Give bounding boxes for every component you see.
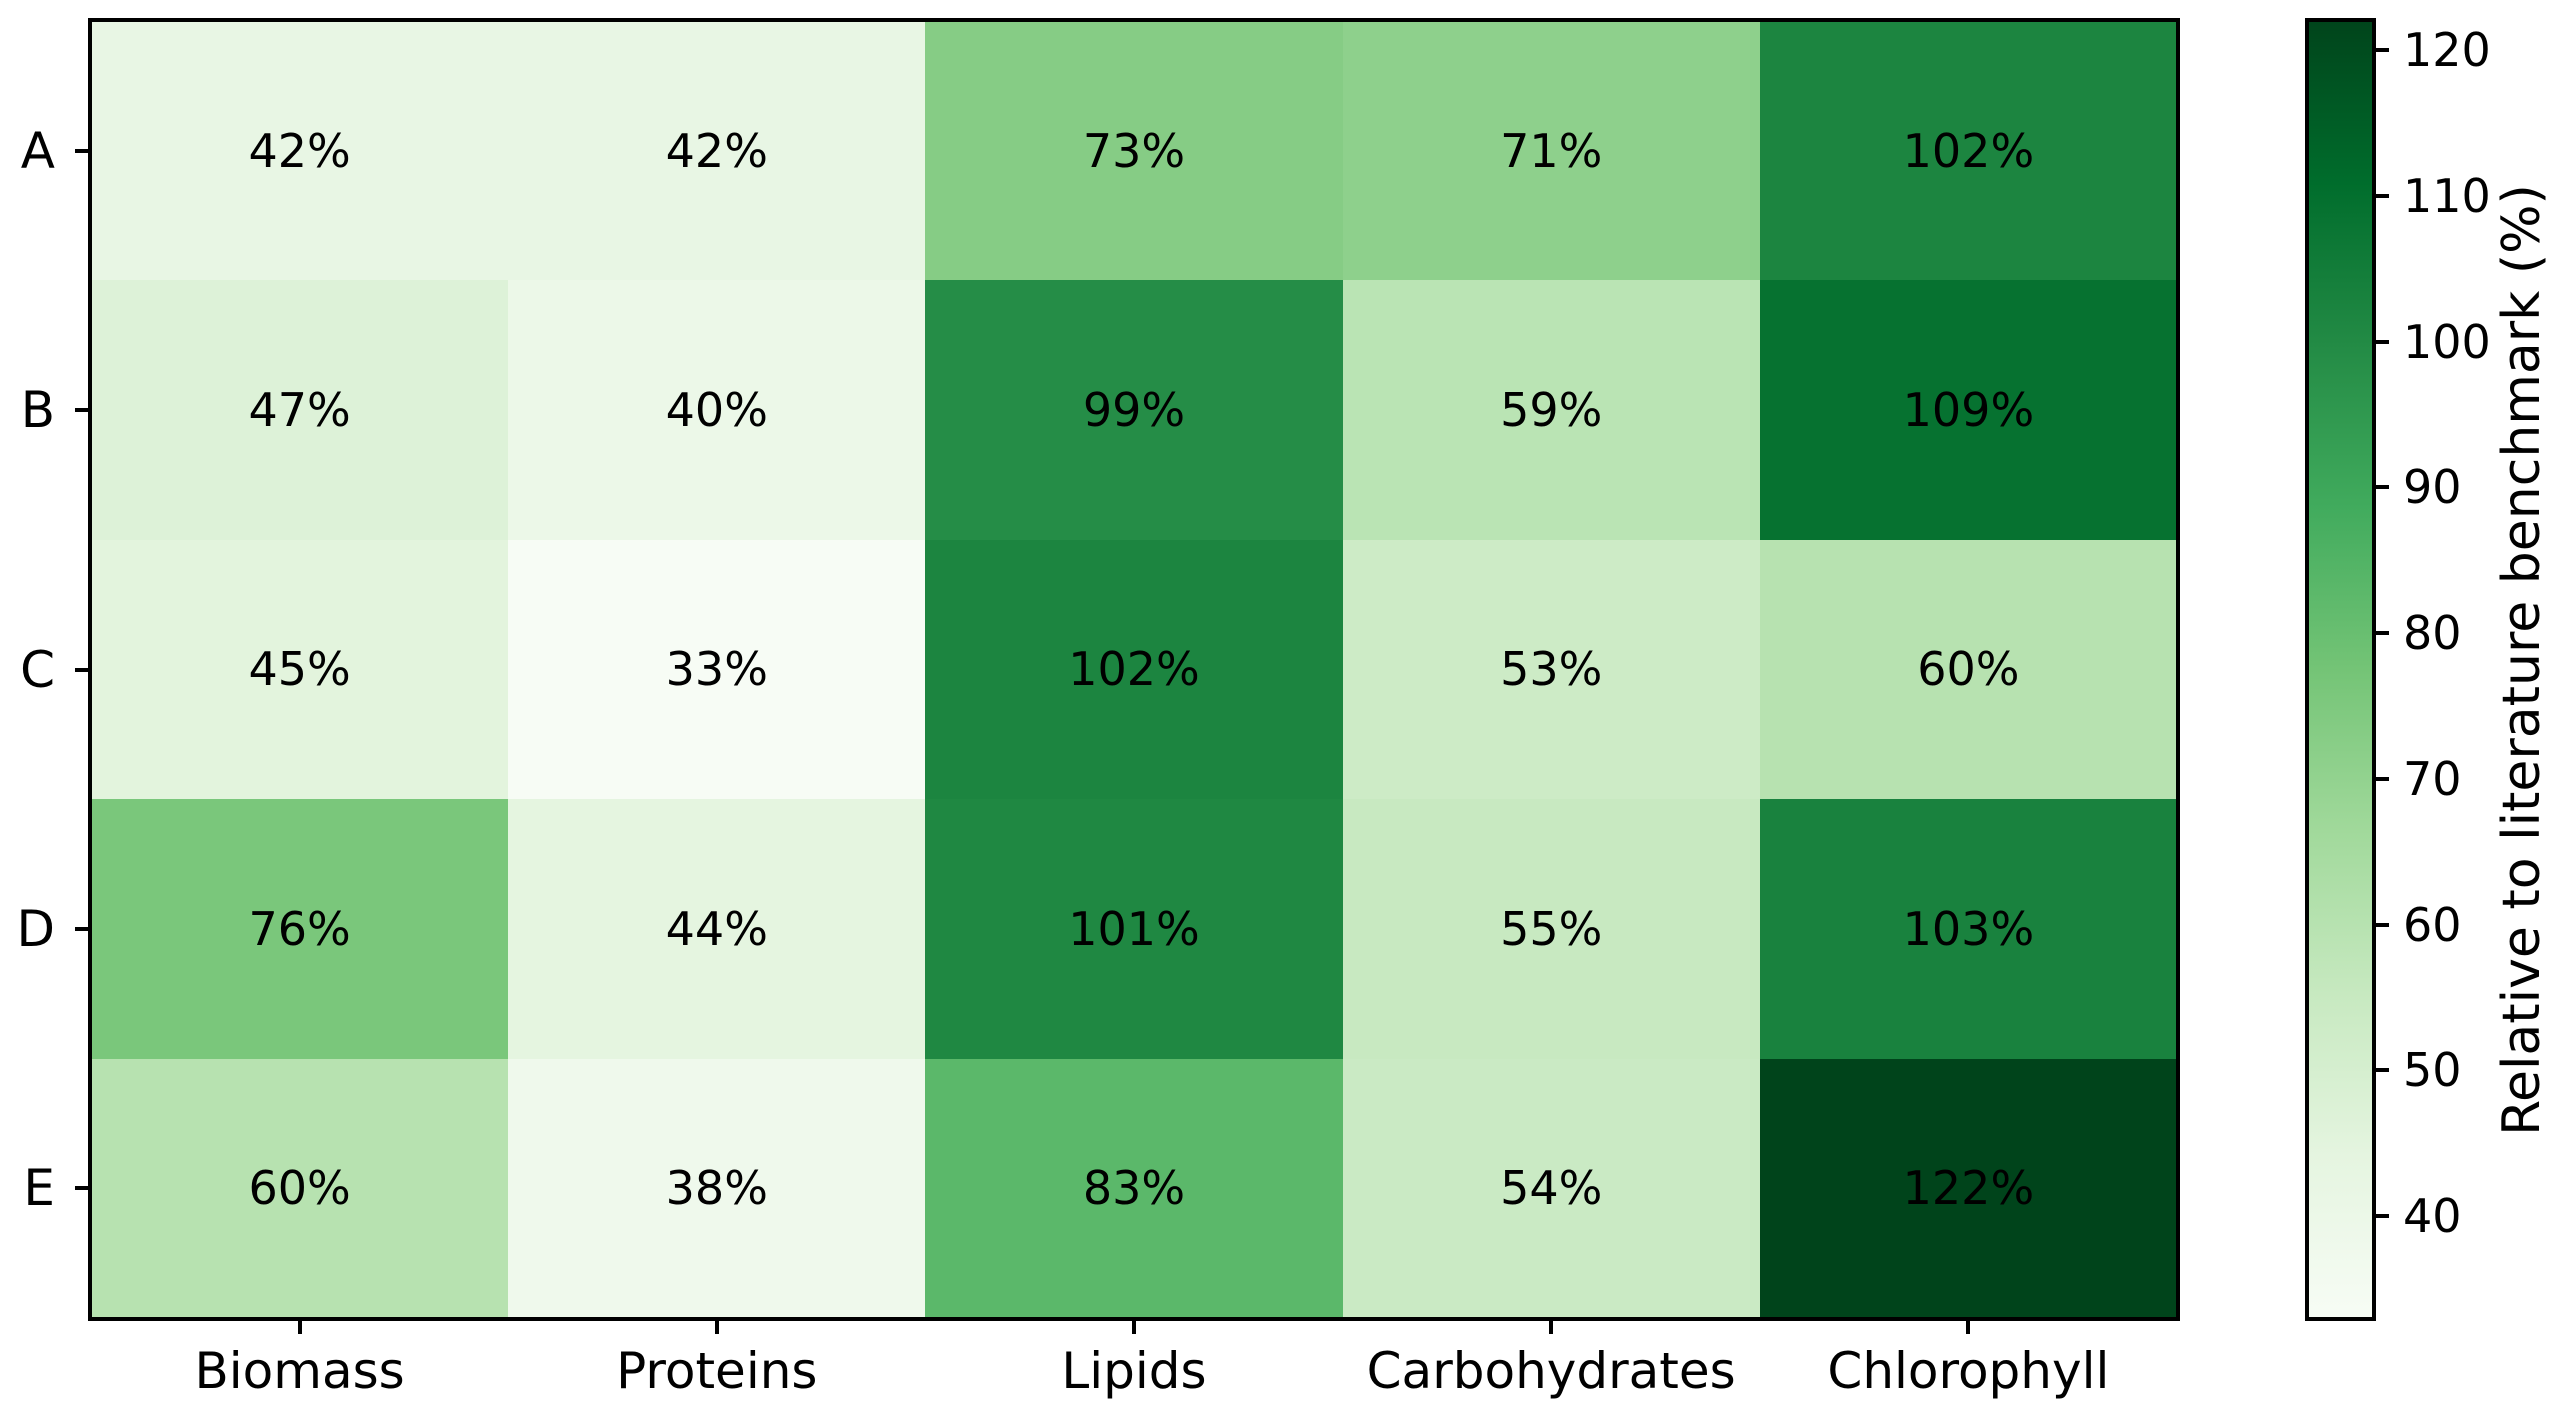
colorbar-tick-mark	[2373, 485, 2389, 490]
colorbar-tick-label-90: 90	[2403, 460, 2462, 515]
colorbar-tick-mark	[2373, 776, 2389, 781]
heatmap-cell-A-Lipids: 73%	[925, 21, 1343, 281]
heatmap-cell-B-Biomass: 47%	[91, 280, 509, 540]
x-tick-mark	[714, 1318, 719, 1334]
colorbar-tick-label-60: 60	[2403, 897, 2462, 952]
colorbar-tick-label-100: 100	[2403, 314, 2491, 369]
cell-value-label: 101%	[1068, 901, 1200, 956]
colorbar-tick-label-110: 110	[2403, 168, 2491, 223]
heatmap-cell-D-Carbohydrates: 55%	[1342, 799, 1760, 1059]
colorbar-tick-label-40: 40	[2403, 1188, 2462, 1243]
heatmap-cell-E-Proteins: 38%	[508, 1058, 926, 1318]
y-tick-mark	[75, 148, 91, 153]
x-tick-label-Lipids: Lipids	[1061, 1342, 1207, 1400]
y-tick-label-D: D	[16, 899, 55, 958]
cell-value-label: 73%	[1082, 123, 1186, 178]
x-tick-label-Carbohydrates: Carbohydrates	[1366, 1342, 1736, 1400]
cell-value-label: 103%	[1902, 901, 2035, 956]
heatmap-cell-B-Chlorophyll: 109%	[1759, 280, 2177, 540]
heatmap-cell-C-Carbohydrates: 53%	[1342, 539, 1760, 800]
heatmap-cell-D-Lipids: 101%	[925, 799, 1343, 1059]
colorbar-tick-label-50: 50	[2403, 1043, 2462, 1098]
heatmap-cell-E-Lipids: 83%	[925, 1058, 1343, 1318]
y-tick-mark	[75, 667, 91, 672]
cell-value-label: 55%	[1500, 901, 1603, 956]
y-tick-label-C: C	[20, 640, 55, 699]
heatmap-cell-B-Carbohydrates: 59%	[1342, 280, 1760, 540]
y-tick-label-E: E	[23, 1159, 55, 1218]
heatmap-cell-D-Proteins: 44%	[508, 799, 926, 1059]
cell-value-label: 45%	[248, 642, 351, 697]
colorbar-tick-mark	[2373, 339, 2389, 344]
x-tick-mark	[297, 1318, 302, 1334]
heatmap-grid: 42% 42% 73% 71% 102% 47% 40% 99% 59% 109% 45% 33% 10…	[91, 21, 2177, 1318]
heatmap-cell-E-Carbohydrates: 54%	[1342, 1058, 1760, 1318]
colorbar-tick-mark	[2373, 193, 2389, 198]
heatmap-cell-B-Proteins: 40%	[508, 280, 926, 540]
cell-value-label: 42%	[248, 123, 351, 178]
x-tick-label-Proteins: Proteins	[616, 1342, 818, 1400]
cell-value-label: 53%	[1500, 642, 1603, 697]
y-tick-mark	[75, 1186, 91, 1191]
colorbar-tick-label-120: 120	[2403, 23, 2491, 78]
colorbar-label: Relative to literature benchmark (%)	[2492, 184, 2552, 1136]
colorbar-tick-mark	[2373, 1068, 2389, 1073]
cell-value-label: 122%	[1902, 1161, 2035, 1216]
heatmap-cell-C-Proteins: 33%	[508, 539, 926, 800]
y-tick-mark	[75, 408, 91, 413]
colorbar-tick-mark	[2373, 631, 2389, 636]
heatmap-cell-C-Chlorophyll: 60%	[1759, 539, 2177, 800]
colorbar-tick-mark	[2373, 922, 2389, 927]
heatmap-cell-C-Lipids: 102%	[925, 539, 1343, 800]
cell-value-label: 102%	[1068, 642, 1200, 697]
cell-value-label: 40%	[665, 383, 768, 438]
heatmap-cell-A-Proteins: 42%	[508, 21, 926, 281]
x-tick-label-Chlorophyll: Chlorophyll	[1827, 1342, 2110, 1400]
cell-value-label: 60%	[248, 1161, 351, 1216]
cell-value-label: 99%	[1082, 383, 1186, 438]
cell-value-label: 47%	[248, 383, 351, 438]
y-tick-label-A: A	[20, 121, 55, 180]
colorbar-tick-mark	[2373, 48, 2389, 53]
colorbar-tick-label-70: 70	[2403, 751, 2462, 806]
colorbar-gradient	[2308, 21, 2373, 1318]
cell-value-label: 60%	[1917, 642, 2020, 697]
heatmap-cell-D-Biomass: 76%	[91, 799, 509, 1059]
cell-value-label: 42%	[665, 123, 768, 178]
heatmap-cell-C-Biomass: 45%	[91, 539, 509, 800]
cell-value-label: 54%	[1500, 1161, 1603, 1216]
heatmap-cell-E-Biomass: 60%	[91, 1058, 509, 1318]
heatmap-cell-B-Lipids: 99%	[925, 280, 1343, 540]
cell-value-label: 44%	[665, 901, 768, 956]
y-tick-label-B: B	[20, 381, 55, 440]
cell-value-label: 109%	[1902, 383, 2035, 438]
x-tick-mark	[1966, 1318, 1971, 1334]
cell-value-label: 38%	[665, 1161, 768, 1216]
cell-value-label: 102%	[1902, 123, 2035, 178]
heatmap-cell-A-Chlorophyll: 102%	[1759, 21, 2177, 281]
heatmap-cell-A-Biomass: 42%	[91, 21, 509, 281]
x-tick-mark	[1549, 1318, 1554, 1334]
x-tick-label-Biomass: Biomass	[194, 1342, 405, 1400]
cell-value-label: 83%	[1082, 1161, 1186, 1216]
heatmap-cell-D-Chlorophyll: 103%	[1759, 799, 2177, 1059]
y-tick-mark	[75, 926, 91, 931]
heatmap-cell-E-Chlorophyll: 122%	[1759, 1058, 2177, 1318]
cell-value-label: 59%	[1500, 383, 1603, 438]
cell-value-label: 33%	[665, 642, 768, 697]
heatmap-cell-A-Carbohydrates: 71%	[1342, 21, 1760, 281]
cell-value-label: 76%	[248, 901, 351, 956]
x-tick-mark	[1132, 1318, 1136, 1334]
colorbar-tick-label-80: 80	[2403, 606, 2462, 661]
colorbar-tick-mark	[2373, 1213, 2389, 1218]
cell-value-label: 71%	[1500, 123, 1603, 178]
